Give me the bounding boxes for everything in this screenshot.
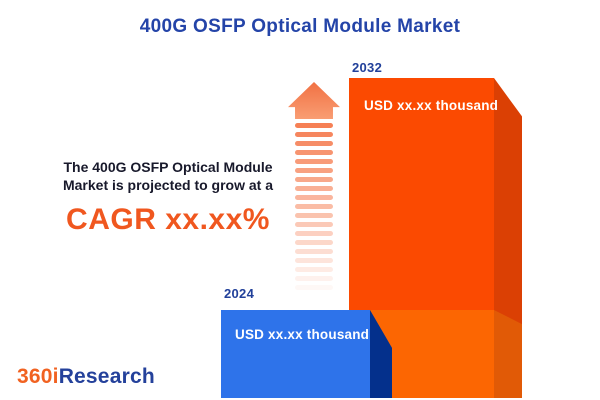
growth-note-line1: The 400G OSFP Optical Module bbox=[63, 159, 273, 175]
bar-2024-year-label: 2024 bbox=[224, 286, 255, 301]
bar-2024-front-face bbox=[221, 310, 370, 398]
growth-arrow-icon bbox=[288, 82, 340, 119]
bar-2032-side-face-lower bbox=[494, 310, 522, 398]
brand-logo: 360iResearch bbox=[17, 365, 155, 389]
bar-2032-value-label: USD xx.xx thousand bbox=[364, 98, 499, 113]
bar-2032-side-face bbox=[494, 78, 522, 398]
cagr-value: CAGR xx.xx% bbox=[66, 202, 270, 236]
page-title: 400G OSFP Optical Module Market bbox=[139, 16, 461, 37]
growth-note-line2: Market is projected to grow at a bbox=[62, 177, 274, 194]
growth-arrow-stripes bbox=[295, 123, 333, 294]
bar-2032-year-label: 2032 bbox=[352, 60, 383, 75]
growth-note: The 400G OSFP Optical Module Market is p… bbox=[20, 158, 316, 240]
brand-logo-suffix: Research bbox=[58, 365, 155, 388]
brand-logo-prefix: 360i bbox=[17, 365, 59, 388]
bar-2024-value-label: USD xx.xx thousand bbox=[235, 327, 370, 342]
